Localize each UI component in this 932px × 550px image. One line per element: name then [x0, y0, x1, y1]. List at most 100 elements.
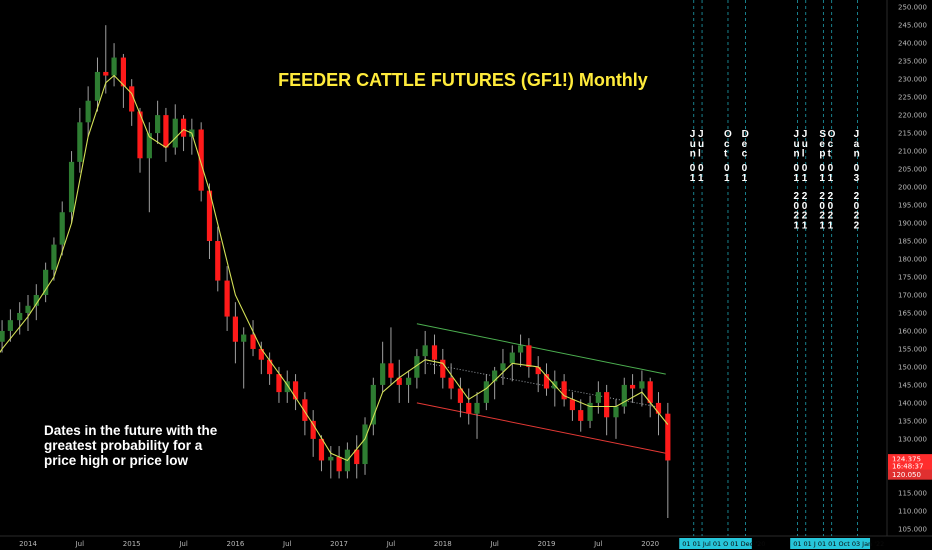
x-tick-label: 2018 — [434, 540, 452, 548]
future-date-char: c — [742, 149, 748, 160]
candle-body-45 — [362, 424, 368, 465]
future-date-char: n — [793, 149, 799, 160]
candle-body-74 — [613, 406, 619, 418]
candle-body-42 — [336, 456, 342, 472]
time-axis[interactable]: 2014 Jul 2015 Jul 2016 Jul 2017 Jul 2018 Jul 2019 J… — [19, 538, 884, 549]
future-date-char: 2 — [793, 191, 799, 202]
y-tick-label: 245.000 — [898, 22, 927, 30]
candle-body-19 — [137, 111, 143, 159]
future-date-char: 0 — [698, 163, 704, 174]
future-date-char: O — [828, 129, 836, 140]
future-date-char: 2 — [819, 191, 825, 202]
candle-body-78 — [647, 381, 653, 403]
candle-body-69 — [569, 399, 576, 411]
candle-body-34 — [267, 359, 273, 375]
candle-body-59 — [483, 381, 489, 403]
candle-body-17 — [120, 57, 127, 87]
future-date-char: 1 — [690, 173, 696, 184]
candle-body-30 — [232, 316, 238, 342]
future-date-labels: Jun01Jul01Oct01Dec01Jun012021Jul012021Se… — [690, 129, 860, 231]
future-date-label-2: Oct 01 — [724, 129, 732, 184]
future-date-char: 2 — [802, 191, 808, 202]
candle-body-77 — [639, 381, 645, 389]
candle-body-64 — [526, 345, 532, 367]
candle-body-76 — [629, 384, 636, 389]
y-tick-label: 110.000 — [898, 507, 927, 515]
future-date-char: 0 — [724, 163, 730, 174]
x-tick-label: Jul — [489, 540, 499, 548]
x-tick-label: Jul — [282, 540, 292, 548]
y-tick-label: 185.000 — [898, 238, 927, 246]
price-axis[interactable]: 105.000110.000115.000120.000125.000130.0… — [898, 4, 927, 534]
candle-body-7 — [33, 294, 39, 306]
price-tag-bg-1 — [888, 461, 932, 472]
candle-body-48 — [388, 363, 394, 378]
candle-body-58 — [474, 402, 480, 414]
x-tick-label: 2014 — [19, 540, 37, 548]
candle-body-10 — [59, 212, 65, 245]
candle-body-32 — [250, 334, 256, 349]
future-date-char: 2 — [819, 211, 825, 222]
future-date-char: 1 — [793, 173, 799, 184]
candle-body-26 — [198, 129, 204, 191]
future-date-char: a — [854, 139, 860, 150]
y-tick-label: 135.000 — [898, 417, 927, 425]
price-tag-bg-0 — [888, 454, 932, 465]
future-date-char: 0 — [802, 163, 808, 174]
candle-body-11 — [68, 161, 75, 213]
price-tag-label-1: 16:48:37 — [892, 463, 923, 471]
future-date-label-1: Jul 01 — [698, 129, 704, 184]
y-tick-label: 160.000 — [898, 327, 927, 335]
future-date-char: 2 — [854, 211, 860, 222]
y-tick-label: 170.000 — [898, 291, 927, 299]
future-date-char: 0 — [690, 163, 696, 174]
future-date-char: u — [698, 139, 704, 150]
y-tick-label: 220.000 — [898, 112, 927, 120]
future-date-char: 1 — [724, 173, 730, 184]
candle-body-70 — [578, 410, 584, 421]
future-date-char: 1 — [742, 173, 748, 184]
candle-body-35 — [276, 374, 282, 393]
x-tick-label: 2019 — [538, 540, 556, 548]
price-tag-bg-2 — [888, 469, 932, 480]
date-strip-1 — [790, 538, 871, 549]
chart-title: FEEDER CATTLE FUTURES (GF1!) Monthly — [278, 70, 648, 90]
future-date-char: 2 — [828, 211, 834, 222]
x-tick-label: 2020 — [641, 540, 659, 548]
future-date-char: 0 — [802, 201, 808, 212]
y-tick-label: 240.000 — [898, 40, 927, 48]
future-date-char: e — [742, 139, 748, 150]
future-date-label-0: Jun 01 — [690, 129, 696, 184]
trendline-0 — [416, 323, 666, 375]
candle-body-39 — [310, 420, 316, 439]
future-date-char: J — [793, 129, 799, 140]
candle-body-13 — [85, 100, 91, 123]
future-date-char: c — [724, 139, 730, 150]
candle-body-27 — [206, 190, 213, 242]
future-date-char: p — [819, 149, 825, 160]
candle-body-9 — [51, 244, 57, 270]
y-tick-label: 250.000 — [898, 4, 927, 12]
y-tick-label: 105.000 — [898, 525, 927, 533]
y-tick-label: 215.000 — [898, 130, 927, 138]
candle-body-73 — [604, 392, 610, 418]
candle-body-46 — [370, 384, 376, 425]
future-date-char: n — [854, 149, 860, 160]
candle-body-6 — [25, 305, 31, 313]
future-date-char: n — [690, 149, 696, 160]
y-tick-label: 205.000 — [898, 166, 927, 174]
candle-body-38 — [302, 399, 308, 421]
future-date-char: l — [802, 149, 805, 160]
candle-body-23 — [172, 118, 178, 148]
candle-body-55 — [448, 377, 454, 389]
y-tick-label: 210.000 — [898, 148, 927, 156]
future-date-char: 0 — [819, 201, 825, 212]
candle-body-40 — [318, 438, 325, 461]
future-date-lines — [693, 0, 858, 536]
future-date-char: 1 — [802, 173, 808, 184]
future-date-char: 0 — [819, 163, 825, 174]
candle-body-65 — [535, 366, 541, 375]
